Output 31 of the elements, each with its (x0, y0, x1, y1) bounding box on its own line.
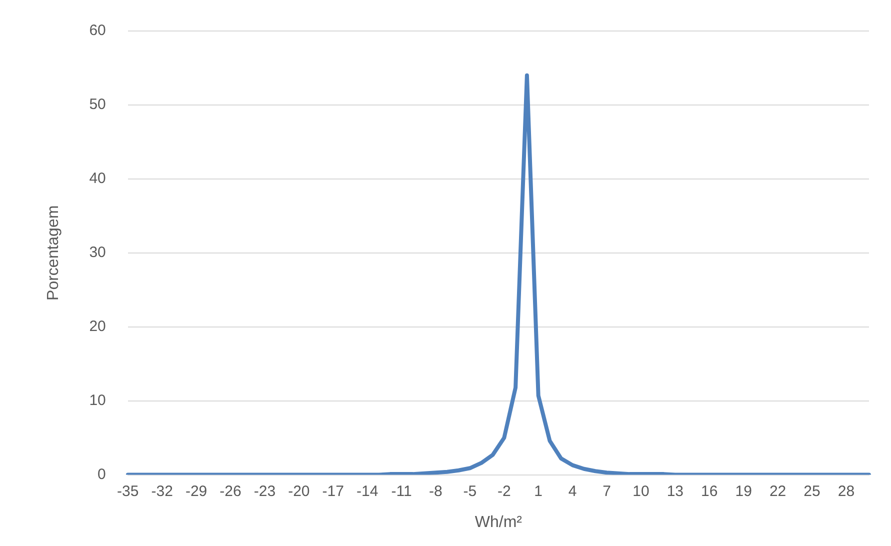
x-tick-label: -20 (288, 482, 310, 500)
x-tick-label: 22 (769, 482, 786, 500)
y-tick-label: 10 (89, 392, 106, 409)
y-axis-title: Porcentagem (45, 205, 62, 300)
x-tick-label: 16 (701, 482, 718, 500)
x-axis-title: Wh/m² (474, 514, 523, 531)
x-tick-label: -17 (322, 482, 344, 500)
x-tick-label: -14 (356, 482, 378, 500)
x-tick-label: 28 (838, 482, 855, 500)
y-tick-label: 30 (89, 244, 106, 262)
x-tick-label: 10 (632, 482, 650, 500)
x-tick-label: -5 (463, 482, 477, 500)
x-tick-label: 25 (804, 482, 820, 500)
y-tick-label: 50 (89, 96, 106, 114)
x-tick-label: -11 (391, 482, 412, 500)
x-tick-label: -23 (254, 482, 276, 500)
x-tick-label: 7 (602, 482, 611, 500)
y-tick-label: 40 (89, 170, 106, 188)
x-tick-label: -29 (185, 482, 208, 500)
y-tick-label: 20 (89, 318, 106, 336)
x-tick-label: -32 (151, 482, 173, 500)
x-tick-label: -8 (429, 482, 442, 500)
y-tick-label: 60 (89, 22, 106, 40)
x-tick-label: 4 (568, 482, 577, 500)
x-tick-label: -2 (497, 482, 511, 500)
x-tick-label: -35 (117, 482, 139, 500)
y-tick-label: 0 (98, 466, 106, 483)
x-tick-label: 13 (666, 482, 684, 500)
x-tick-label: 1 (534, 482, 543, 500)
x-tick-label: 19 (735, 482, 752, 500)
x-tick-label: -26 (220, 482, 242, 500)
